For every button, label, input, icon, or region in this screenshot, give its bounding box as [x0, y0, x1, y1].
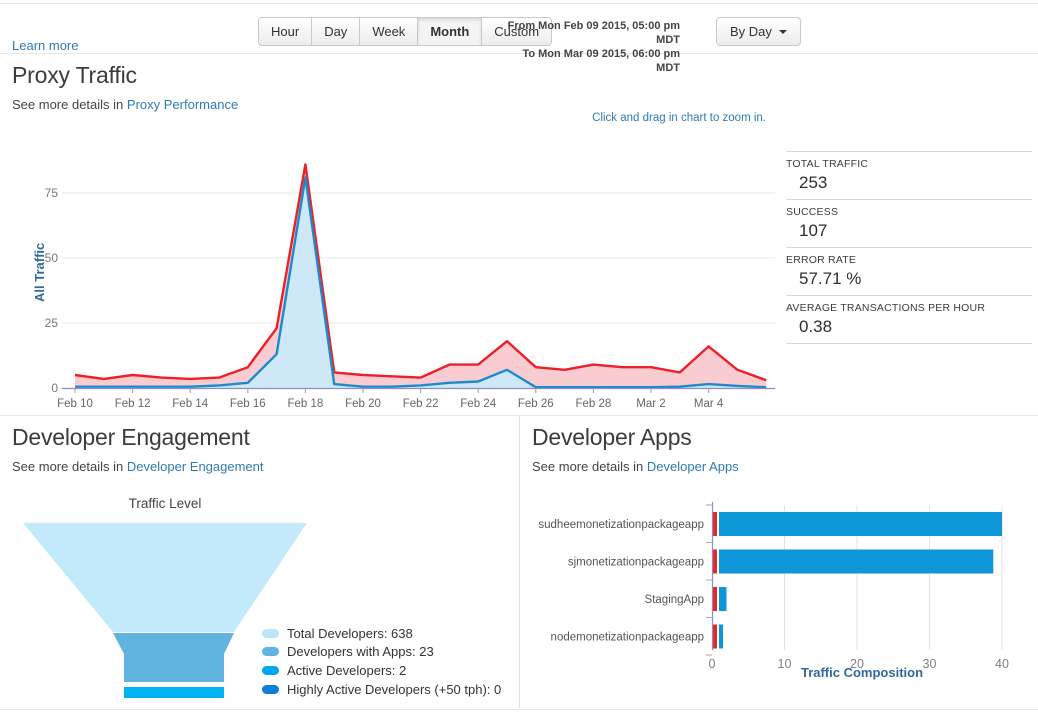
error-bar	[713, 587, 717, 611]
stat-value: 107	[786, 218, 1032, 241]
proxy-traffic-title: Proxy Traffic	[12, 62, 137, 89]
stat-row: ERROR RATE57.71 %	[786, 247, 1032, 295]
bar-category-label: StagingApp	[645, 594, 704, 606]
x-tick-label: Feb 18	[287, 398, 323, 410]
legend-swatch	[262, 666, 279, 675]
x-tick-label: Feb 24	[460, 398, 496, 410]
range-button-month[interactable]: Month	[417, 17, 482, 46]
developer-apps-subtitle: See more details in Developer Apps	[532, 459, 739, 474]
developer-engagement-title: Developer Engagement	[12, 424, 250, 451]
top-rule	[0, 3, 1038, 4]
traffic-bar	[719, 512, 1002, 536]
x-tick-label: Mar 4	[694, 398, 724, 410]
bottom-rule	[0, 709, 1038, 710]
funnel-stage-total-developers	[23, 523, 307, 632]
x-tick-label: Feb 14	[172, 398, 208, 410]
legend-label: Active Developers: 2	[287, 663, 406, 678]
learn-more-link[interactable]: Learn more	[12, 38, 78, 53]
funnel-legend: Total Developers: 638 Developers with App…	[262, 624, 501, 698]
bar-category-label: sudheemonetizationpackageapp	[538, 519, 704, 531]
x-tick-label: Feb 12	[115, 398, 151, 410]
panel-divider	[519, 416, 520, 708]
range-button-week[interactable]: Week	[359, 17, 418, 46]
error-bar	[713, 625, 717, 649]
x-tick-label: Feb 20	[345, 398, 381, 410]
developer-apps-link[interactable]: Developer Apps	[647, 459, 739, 474]
traffic-bar	[719, 587, 727, 611]
legend-row: Developers with Apps: 23	[262, 643, 501, 662]
legend-label: Total Developers: 638	[287, 626, 413, 641]
y-tick-label: 75	[45, 186, 59, 200]
x-tick-label: Feb 26	[518, 398, 554, 410]
line-all-traffic	[75, 164, 766, 380]
group-by-dropdown[interactable]: By Day	[716, 17, 801, 46]
stat-row: TOTAL TRAFFIC253	[786, 151, 1032, 199]
range-button-hour[interactable]: Hour	[258, 17, 312, 46]
x-tick-label: Mar 2	[636, 398, 665, 410]
apps-chart-xlabel: Traffic Composition	[712, 665, 1012, 680]
y-tick-label: 50	[45, 251, 59, 265]
legend-swatch	[262, 629, 279, 638]
date-range-from: From Mon Feb 09 2015, 05:00 pm MDT	[498, 19, 680, 47]
dashboard-page: Learn more HourDayWeekMonthCustom From M…	[0, 0, 1038, 717]
traffic-bar	[719, 550, 993, 574]
legend-row: Highly Active Developers (+50 tph): 0	[262, 680, 501, 699]
legend-swatch	[262, 647, 279, 656]
traffic-stats-panel: TOTAL TRAFFIC253SUCCESS107ERROR RATE57.7…	[786, 151, 1032, 344]
y-tick-label: 0	[51, 381, 58, 395]
chart-zoom-hint: Click and drag in chart to zoom in.	[500, 112, 766, 124]
date-range-text: From Mon Feb 09 2015, 05:00 pm MDT To Mo…	[498, 19, 680, 75]
stat-value: 0.38	[786, 314, 1032, 337]
subtitle-prefix: See more details in	[12, 459, 123, 474]
date-range-to: To Mon Mar 09 2015, 06:00 pm MDT	[498, 47, 680, 75]
traffic-bar	[719, 625, 723, 649]
stat-value: 253	[786, 170, 1032, 193]
legend-label: Highly Active Developers (+50 tph): 0	[287, 682, 501, 697]
developer-apps-title: Developer Apps	[532, 424, 692, 451]
range-button-day[interactable]: Day	[311, 17, 360, 46]
y-tick-label: 25	[45, 316, 59, 330]
funnel-stage-active-developers	[124, 687, 224, 698]
x-tick-label: Feb 16	[230, 398, 266, 410]
area-success	[75, 177, 766, 388]
legend-swatch	[262, 685, 279, 694]
error-bar	[713, 550, 717, 574]
stat-label: AVERAGE TRANSACTIONS PER HOUR	[786, 300, 1032, 314]
subtitle-prefix: See more details in	[532, 459, 643, 474]
stat-row: SUCCESS107	[786, 199, 1032, 247]
legend-row: Active Developers: 2	[262, 661, 501, 680]
x-tick-label: Feb 22	[403, 398, 439, 410]
proxy-traffic-subtitle: See more details in Proxy Performance	[12, 97, 238, 112]
group-by-label: By Day	[730, 24, 772, 39]
error-bar	[713, 512, 717, 536]
x-tick-label: Feb 28	[575, 398, 611, 410]
proxy-performance-link[interactable]: Proxy Performance	[127, 97, 238, 112]
developer-engagement-link[interactable]: Developer Engagement	[127, 459, 264, 474]
developer-engagement-subtitle: See more details in Developer Engagement	[12, 459, 264, 474]
chevron-down-icon	[779, 30, 787, 34]
stat-row: AVERAGE TRANSACTIONS PER HOUR0.38	[786, 295, 1032, 343]
stat-label: SUCCESS	[786, 204, 1032, 218]
legend-label: Developers with Apps: 23	[287, 644, 434, 659]
x-tick-label: Feb 10	[57, 398, 93, 410]
legend-row: Total Developers: 638	[262, 624, 501, 643]
line-success	[75, 177, 766, 387]
stat-label: TOTAL TRAFFIC	[786, 156, 1032, 170]
stat-value: 57.71 %	[786, 266, 1032, 289]
proxy-traffic-chart[interactable]: 0 25 50 75 Feb 10 Feb 12 Feb 14 Feb 16 Feb 18 Feb…	[30, 140, 780, 412]
developer-apps-chart[interactable]: sudheemonetizationpackageapp sjmonetizati…	[532, 500, 1032, 690]
funnel-chart-title: Traffic Level	[80, 496, 250, 511]
bar-category-label: nodemonetizationpackageapp	[551, 632, 704, 644]
stat-label: ERROR RATE	[786, 252, 1032, 266]
funnel-stage-developers-with-apps	[113, 633, 234, 682]
bar-category-label: sjmonetizationpackageapp	[568, 557, 704, 569]
subtitle-prefix: See more details in	[12, 97, 123, 112]
area-all-traffic	[75, 164, 766, 388]
